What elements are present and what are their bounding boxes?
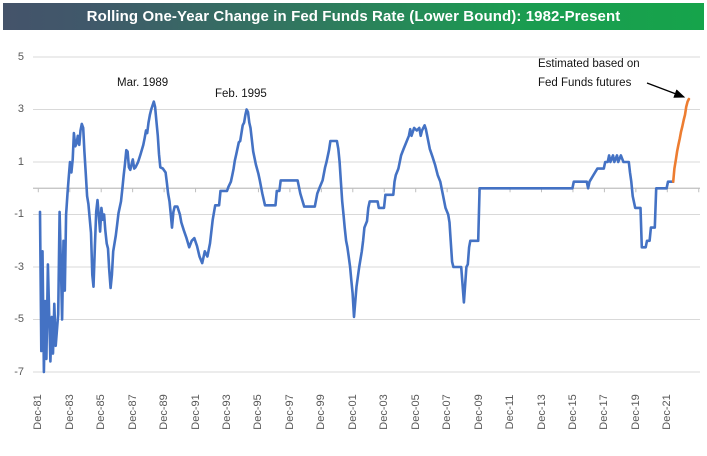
x-axis-label: Dec-93 [221, 394, 233, 430]
actual-series-line [38, 100, 675, 374]
gridlines [33, 56, 700, 373]
x-axis-label: Dec-91 [189, 394, 202, 430]
estimate-arrow [646, 82, 686, 98]
x-axis-label: Dec-15 [566, 394, 579, 430]
x-axis-label: Dec-99 [315, 394, 328, 430]
x-axis-label: Dec-01 [346, 394, 359, 430]
estimated-series-line [671, 97, 691, 183]
y-axis-label: -1 [14, 208, 24, 220]
annotation-estimated-line2: Fed Funds futures [538, 77, 632, 89]
y-axis-label: 3 [17, 103, 24, 115]
y-axis-label: -7 [14, 365, 24, 378]
y-axis-label: -5 [14, 313, 24, 325]
x-axis-label: Dec-21 [661, 394, 674, 430]
x-axis-label: Dec-87 [126, 394, 139, 430]
x-axis-label: Dec-13 [535, 394, 548, 430]
x-axis-label: Dec-83 [63, 394, 76, 430]
y-axis-label: -3 [14, 260, 24, 273]
chart-title: Rolling One-Year Change in Fed Funds Rat… [86, 8, 621, 25]
x-axis-label: Dec-03 [378, 394, 391, 430]
category-axis [33, 187, 700, 193]
x-axis-label: Dec-11 [504, 394, 517, 430]
annotation-estimated: Estimated based on Fed Funds futures [538, 55, 640, 93]
fed-funds-chart: Rolling One-Year Change in Fed Funds Rat… [3, 3, 704, 430]
line-chart-canvas [33, 56, 700, 374]
annotation-estimated-line1: Estimated based on [538, 58, 640, 70]
x-axis-label: Dec-09 [472, 394, 485, 430]
x-axis-label: Dec-19 [629, 394, 642, 430]
x-axis-label: Dec-95 [252, 394, 265, 430]
x-axis-label: Dec-85 [95, 394, 108, 430]
chart-title-bar: Rolling One-Year Change in Fed Funds Rat… [3, 3, 704, 30]
x-axis-label: Dec-89 [158, 394, 171, 430]
x-axis-label: Dec-05 [409, 394, 422, 430]
x-axis-label: Dec-07 [441, 394, 454, 430]
y-axis-label: 5 [17, 50, 24, 63]
x-axis-label: Dec-81 [32, 394, 45, 430]
annotation-mar-1989: Mar. 1989 [117, 77, 169, 89]
annotation-feb-1995: Feb. 1995 [215, 88, 267, 100]
series-lines [38, 97, 691, 374]
x-axis-label: Dec-97 [283, 394, 296, 430]
y-axis-label: 1 [17, 155, 24, 168]
x-axis-label: Dec-17 [598, 394, 611, 430]
